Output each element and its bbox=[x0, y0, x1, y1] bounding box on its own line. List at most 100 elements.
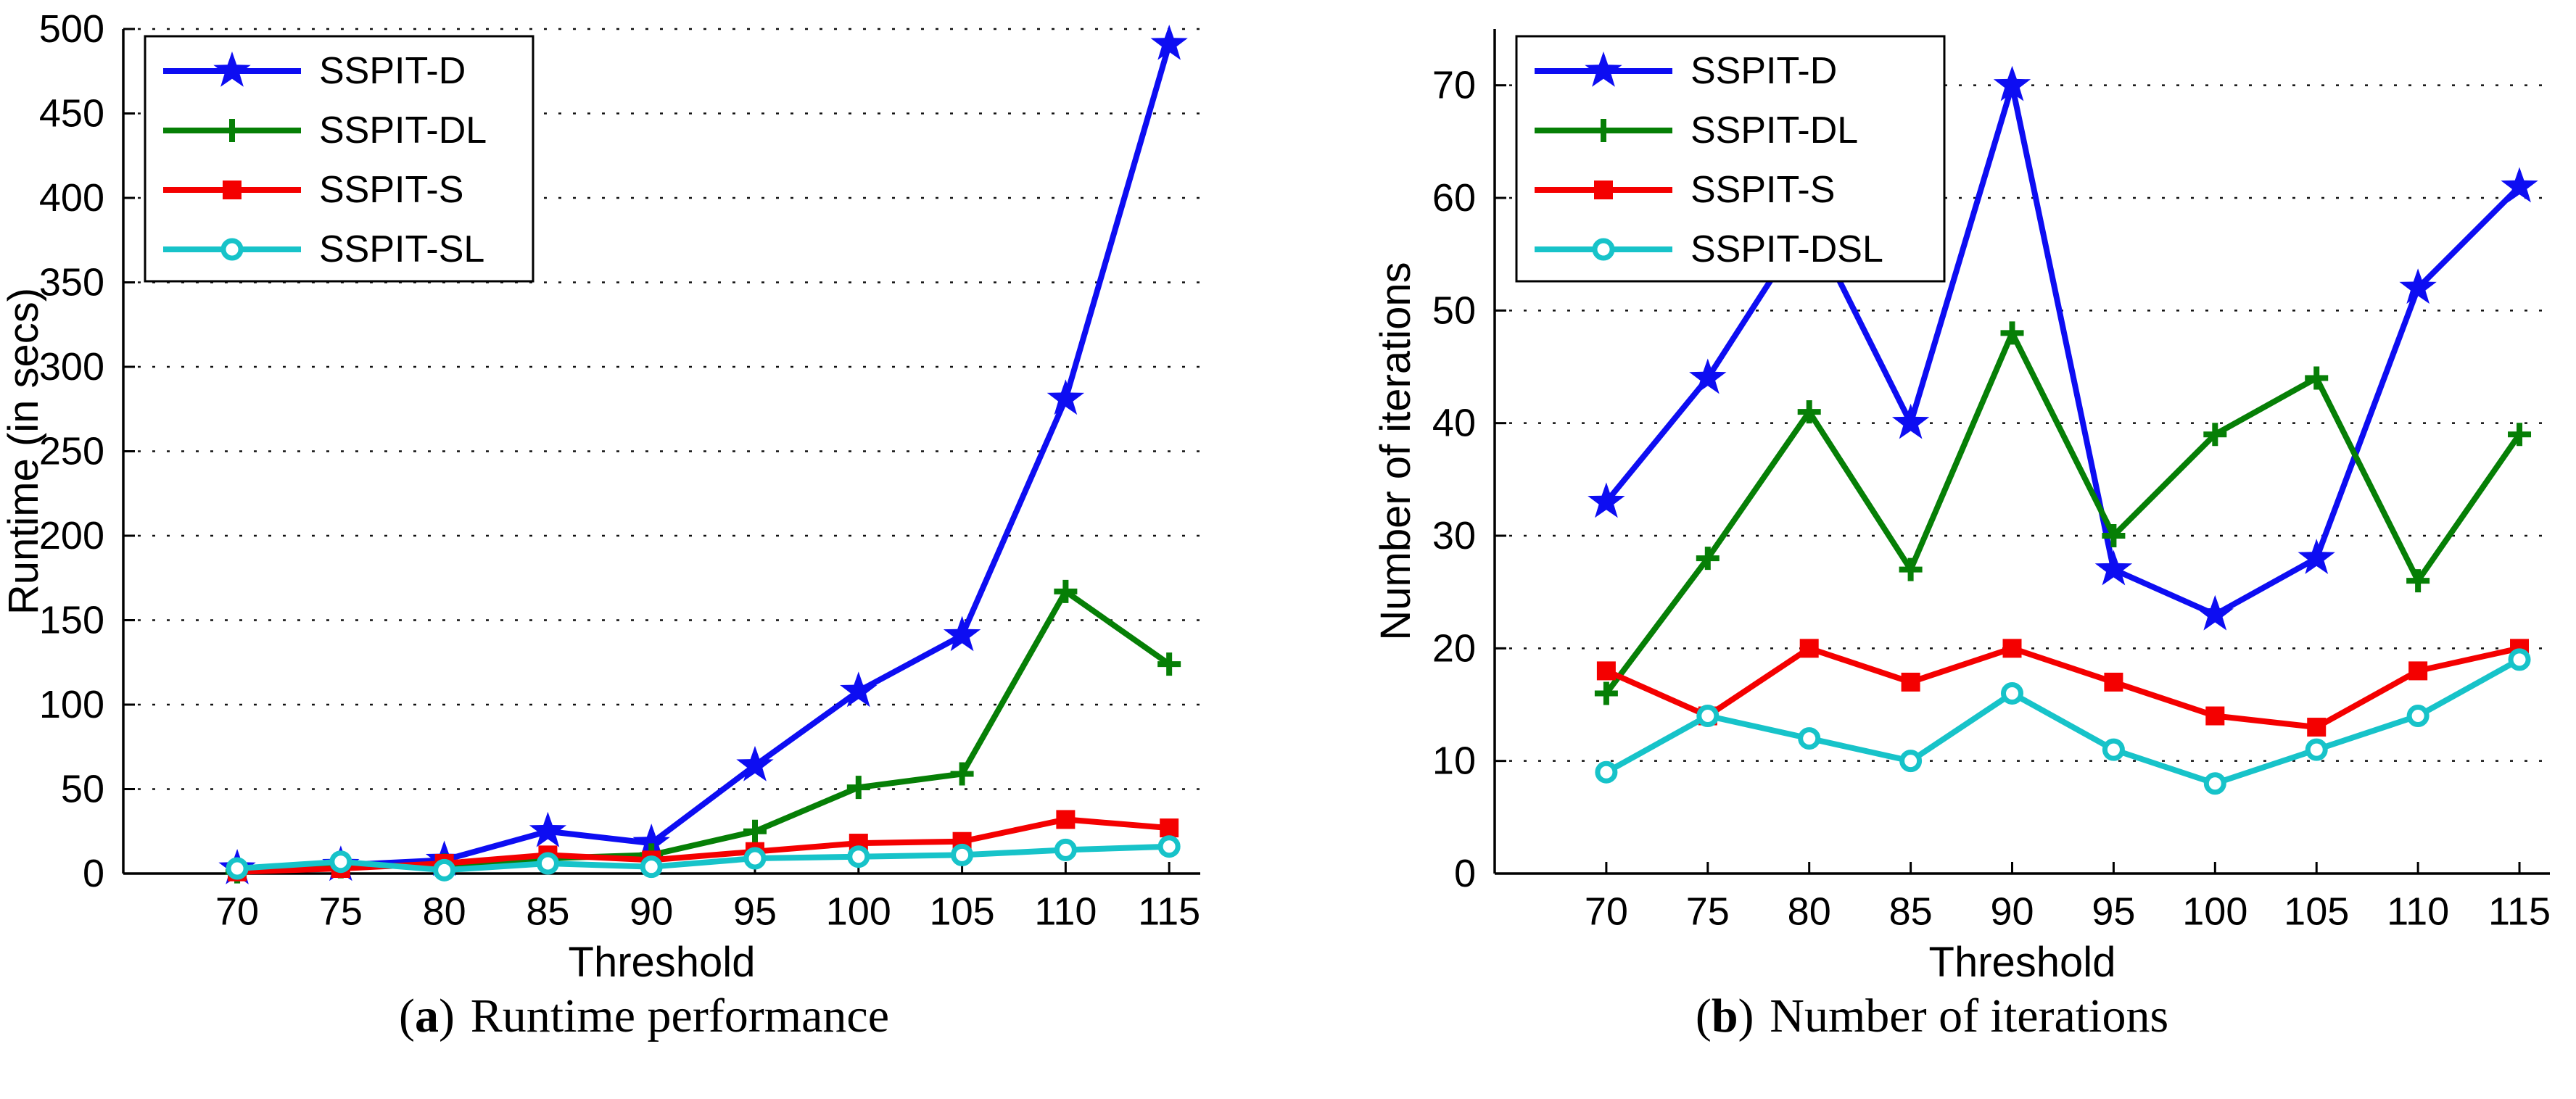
x-tick-label: 100 bbox=[2182, 889, 2247, 933]
star-marker bbox=[2399, 268, 2437, 304]
series-line-SSPIT-S bbox=[1603, 645, 2522, 731]
star-marker bbox=[2094, 550, 2133, 586]
x-tick-label: 80 bbox=[1788, 889, 1831, 933]
square-marker bbox=[2205, 706, 2225, 726]
star-marker bbox=[2501, 167, 2538, 203]
square-marker bbox=[2002, 639, 2022, 658]
y-tick-label: 400 bbox=[39, 176, 104, 220]
legend-label-SSPIT-D: SSPIT-D bbox=[319, 50, 466, 92]
y-tick-label: 100 bbox=[39, 683, 104, 726]
star-marker bbox=[840, 671, 878, 708]
y-tick-label: 70 bbox=[1432, 64, 1476, 107]
star-marker bbox=[2196, 594, 2234, 631]
y-tick-label: 20 bbox=[1432, 626, 1476, 670]
plus-marker bbox=[2102, 524, 2126, 547]
y-tick-label: 200 bbox=[39, 514, 104, 557]
caption-a: (a) Runtime performance bbox=[399, 989, 889, 1044]
star-marker bbox=[1046, 379, 1085, 415]
circle-marker bbox=[1696, 705, 1720, 728]
x-tick-label: 115 bbox=[1138, 889, 1200, 933]
plus-marker bbox=[2203, 423, 2227, 447]
square-marker bbox=[1056, 810, 1076, 829]
star-marker bbox=[1993, 65, 2031, 101]
x-tick-label: 85 bbox=[1889, 889, 1933, 933]
circle-marker bbox=[1595, 760, 1618, 784]
legend-star-marker bbox=[213, 51, 251, 87]
panel-b: 0 10 20 30 40 50 60 70 70 75 80 85 90 95 100 105 110 115 N… bbox=[1288, 0, 2576, 1099]
circle-marker bbox=[2406, 705, 2430, 728]
caption-a-letter: a bbox=[414, 990, 439, 1042]
y-axis-label: Runtime (in secs) bbox=[0, 288, 47, 615]
y-tick-label: 450 bbox=[39, 92, 104, 136]
legend: SSPIT-D SSPIT-DL SSPIT-S SSPIT-SL bbox=[144, 35, 534, 283]
y-tick-label: 300 bbox=[39, 345, 104, 389]
y-tick-label: 0 bbox=[1454, 852, 1476, 895]
series-line-SSPIT-SL bbox=[234, 843, 1173, 874]
series-markers-SSPIT-DL bbox=[1594, 321, 2532, 705]
runtime-performance-chart: 0 50 100 150 200 250 300 350 400 450 500 70 75 80 85 90… bbox=[0, 7, 1200, 986]
legend-label-SSPIT-D: SSPIT-D bbox=[1690, 50, 1837, 92]
plus-marker bbox=[950, 762, 974, 786]
y-tick-label: 150 bbox=[39, 599, 104, 642]
caption-a-text: Runtime performance bbox=[470, 990, 889, 1042]
plus-marker bbox=[1157, 652, 1181, 676]
x-tick-label: 105 bbox=[2284, 889, 2349, 933]
x-axis-label: Threshold bbox=[569, 939, 756, 986]
circle-marker bbox=[2001, 681, 2024, 705]
caption-b-text: Number of iterations bbox=[1770, 990, 2169, 1042]
series-line-SSPIT-DL bbox=[1603, 330, 2522, 697]
legend-star-marker bbox=[1585, 51, 1622, 87]
circle-marker bbox=[640, 855, 663, 879]
circle-marker bbox=[2305, 738, 2328, 761]
circle-marker bbox=[1798, 727, 1821, 750]
iterations-chart: 0 10 20 30 40 50 60 70 70 75 80 85 90 95 100 105 110 115 N… bbox=[1372, 29, 2551, 986]
plus-marker bbox=[1899, 557, 1923, 581]
x-tick-label: 75 bbox=[1686, 889, 1730, 933]
caption-b: (b) Number of iterations bbox=[1696, 989, 2168, 1044]
circle-marker bbox=[2102, 738, 2125, 761]
y-tick-label: 40 bbox=[1432, 402, 1476, 445]
x-tick-label: 95 bbox=[2092, 889, 2135, 933]
plus-marker bbox=[2305, 366, 2329, 390]
star-marker bbox=[632, 824, 670, 859]
circle-marker bbox=[847, 845, 870, 868]
plus-marker bbox=[846, 776, 870, 800]
y-tick-label: 10 bbox=[1432, 739, 1476, 783]
x-tick-label: 80 bbox=[423, 889, 466, 933]
square-marker bbox=[2408, 661, 2428, 681]
legend-square-marker bbox=[1594, 181, 1613, 199]
circle-marker bbox=[226, 857, 249, 880]
circle-marker bbox=[2508, 648, 2531, 671]
star-marker bbox=[529, 811, 567, 847]
star-marker bbox=[943, 615, 981, 652]
legend-plus-marker bbox=[1592, 119, 1615, 142]
y-tick-label: 30 bbox=[1432, 514, 1476, 557]
plus-marker bbox=[1594, 681, 1618, 705]
series-markers-SSPIT-DSL bbox=[1595, 648, 2531, 795]
plus-marker bbox=[1696, 547, 1720, 571]
x-tick-label: 110 bbox=[1034, 889, 1097, 933]
y-tick-label: 500 bbox=[39, 7, 104, 51]
plus-marker bbox=[743, 819, 767, 843]
legend-label-SSPIT-SL: SSPIT-SL bbox=[319, 228, 484, 270]
x-tick-label: 95 bbox=[733, 889, 777, 933]
plus-marker bbox=[2000, 321, 2024, 345]
x-tick-label: 115 bbox=[2488, 889, 2551, 933]
y-tick-label: 50 bbox=[61, 768, 104, 811]
legend-label-SSPIT-S: SSPIT-S bbox=[319, 169, 463, 211]
star-marker bbox=[1588, 482, 1625, 518]
legend-label-SSPIT-DL: SSPIT-DL bbox=[1690, 109, 1858, 152]
star-marker bbox=[1891, 403, 1930, 439]
legend-label-SSPIT-DL: SSPIT-DL bbox=[319, 109, 487, 152]
legend-label-SSPIT-S: SSPIT-S bbox=[1690, 169, 1835, 211]
legend-plus-marker bbox=[220, 119, 244, 142]
x-tick-label: 85 bbox=[526, 889, 569, 933]
circle-marker bbox=[951, 843, 974, 866]
legend-square-marker bbox=[223, 181, 242, 199]
square-marker bbox=[1160, 818, 1179, 838]
x-tick-label: 75 bbox=[319, 889, 363, 933]
caption-a-paren-open: ( bbox=[398, 990, 415, 1042]
circle-marker bbox=[329, 850, 352, 874]
circle-marker bbox=[743, 847, 767, 870]
